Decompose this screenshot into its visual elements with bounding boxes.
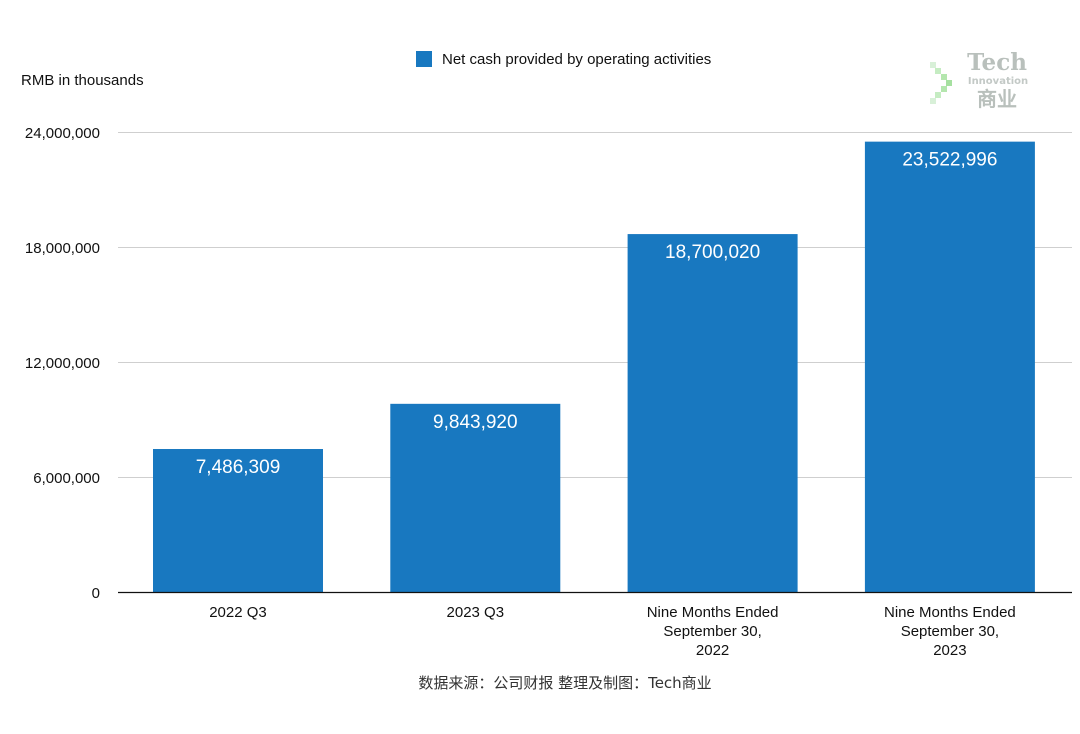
- y-tick-label: 12,000,000: [25, 355, 100, 372]
- legend-label: Net cash provided by operating activitie…: [442, 51, 711, 68]
- y-tick-label: 18,000,000: [25, 240, 100, 257]
- y-tick-label: 6,000,000: [33, 470, 100, 487]
- x-category-label-line: 2022: [696, 642, 729, 659]
- x-category-label-line: 2023: [933, 642, 966, 659]
- logo-text-tech: Tech: [967, 49, 1027, 76]
- legend: Net cash provided by operating activitie…: [416, 51, 711, 68]
- y-axis-ticks: 0 6,000,000 12,000,000 18,000,000 24,000,000: [25, 125, 100, 602]
- bar: [153, 449, 323, 593]
- y-tick-label: 0: [92, 585, 100, 602]
- data-label: 9,843,920: [433, 412, 518, 433]
- y-axis-unit-label: RMB in thousands: [21, 72, 144, 89]
- watermark-logo: Tech Innovation 商业: [930, 49, 1028, 111]
- bar: [864, 141, 1035, 593]
- x-category-label-line: September 30,: [901, 623, 999, 640]
- bars: [153, 141, 1035, 593]
- source-note: 数据来源：公司财报 整理及制图：Tech商业: [418, 674, 711, 692]
- chevron-logo-icon: [930, 62, 952, 104]
- data-label: 18,700,020: [665, 242, 760, 263]
- x-category-label-line: Nine Months Ended: [884, 604, 1016, 621]
- legend-swatch: [416, 51, 432, 67]
- x-category-label: Nine Months Ended September 30, 2022: [647, 604, 779, 659]
- x-category-label-line: Nine Months Ended: [647, 604, 779, 621]
- x-category-label-line: 2023 Q3: [447, 604, 505, 621]
- x-category-label: 2023 Q3: [447, 604, 505, 621]
- x-category-label-line: September 30,: [663, 623, 761, 640]
- bar: [627, 234, 798, 593]
- y-tick-label: 24,000,000: [25, 125, 100, 142]
- logo-text-innovation: Innovation: [968, 76, 1028, 87]
- data-labels: 7,486,309 9,843,920 18,700,020 23,522,996: [196, 150, 998, 478]
- data-label: 7,486,309: [196, 457, 281, 478]
- bar: [390, 403, 561, 593]
- x-category-label-line: 2022 Q3: [209, 604, 267, 621]
- data-label: 23,522,996: [902, 150, 997, 171]
- x-category-label: 2022 Q3: [209, 604, 267, 621]
- x-category-label: Nine Months Ended September 30, 2023: [884, 604, 1016, 659]
- x-axis-categories: 2022 Q3 2023 Q3 Nine Months Ended September…: [209, 604, 1016, 659]
- logo-text-cn: 商业: [977, 87, 1017, 111]
